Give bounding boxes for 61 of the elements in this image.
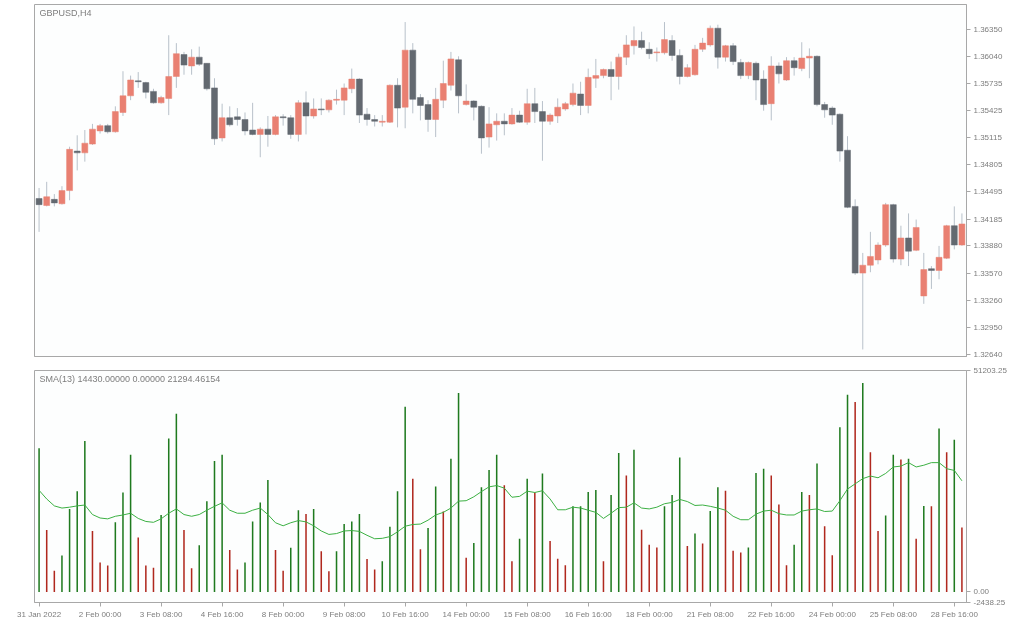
candlestick bbox=[180, 51, 188, 76]
candlestick bbox=[394, 77, 401, 128]
y-tick-label: -2438.25 bbox=[973, 598, 1006, 607]
candlestick bbox=[790, 56, 798, 77]
x-tick-label: 15 Feb 08:00 bbox=[503, 609, 552, 619]
candlestick bbox=[928, 265, 935, 290]
candlestick bbox=[783, 56, 790, 82]
y-tick-label: 1.36350 bbox=[973, 24, 1003, 34]
candlestick bbox=[577, 81, 584, 116]
candlestick bbox=[775, 61, 783, 84]
y-tick-label: 1.33880 bbox=[973, 241, 1003, 251]
x-tick-label: 3 Feb 08:00 bbox=[139, 609, 184, 619]
y-tick-label: 1.34185 bbox=[973, 214, 1003, 224]
x-tick-label: 22 Feb 16:00 bbox=[747, 609, 796, 619]
y-tick-label: 1.33570 bbox=[973, 268, 1003, 278]
chart-title: GBPUSD,H4 bbox=[39, 7, 92, 18]
candlestick bbox=[897, 225, 905, 266]
chart-title: SMA(13) 14430.00000 0.00000 21294.46154 bbox=[39, 373, 221, 384]
candlestick bbox=[523, 88, 531, 126]
y-tick-label: 1.35115 bbox=[973, 132, 1003, 142]
x-tick-label: 25 Feb 08:00 bbox=[869, 609, 918, 619]
candlestick bbox=[912, 219, 920, 252]
x-tick-label: 28 Feb 16:00 bbox=[930, 609, 979, 619]
candlestick bbox=[310, 97, 317, 120]
candlestick bbox=[257, 126, 264, 158]
x-tick-label: 2 Feb 00:00 bbox=[78, 609, 122, 619]
y-tick-label: 1.32950 bbox=[973, 323, 1003, 333]
line-series bbox=[38, 462, 963, 540]
x-tick-label: 14 Feb 00:00 bbox=[442, 609, 491, 619]
candlestick bbox=[501, 112, 508, 136]
candlestick bbox=[302, 90, 310, 135]
y-tick-label: 1.32640 bbox=[973, 350, 1003, 360]
y-tick-label: 1.36040 bbox=[973, 51, 1003, 61]
x-tick-label: 18 Feb 00:00 bbox=[625, 609, 674, 619]
candlestick bbox=[737, 58, 744, 80]
candlestick bbox=[43, 181, 50, 207]
candlestick bbox=[905, 212, 912, 267]
candlestick bbox=[729, 42, 737, 66]
x-tick-label: 10 Feb 16:00 bbox=[381, 609, 430, 619]
candlestick bbox=[218, 103, 226, 142]
candlestick bbox=[607, 61, 615, 101]
x-tick-label: 24 Feb 00:00 bbox=[808, 609, 857, 619]
x-tick-label: 16 Feb 16:00 bbox=[564, 609, 613, 619]
x-tick-label: 31 Jan 2022 bbox=[17, 609, 62, 619]
x-tick-label: 4 Feb 16:00 bbox=[200, 609, 245, 619]
candlestick bbox=[958, 212, 966, 247]
x-tick-label: 9 Feb 08:00 bbox=[322, 609, 367, 619]
y-tick-label: 1.33260 bbox=[973, 295, 1003, 305]
x-tick-label: 21 Feb 08:00 bbox=[686, 609, 735, 619]
x-tick-label: 8 Feb 00:00 bbox=[261, 609, 306, 619]
candlestick bbox=[35, 187, 43, 233]
candlestick bbox=[73, 134, 81, 171]
y-tick-label: 0.00 bbox=[973, 587, 990, 597]
y-tick-label: 1.34805 bbox=[973, 160, 1003, 170]
y-tick-label: 1.35735 bbox=[973, 78, 1003, 88]
y-tick-label: 1.34495 bbox=[973, 187, 1003, 197]
candlestick bbox=[264, 115, 272, 148]
candlestick bbox=[188, 48, 195, 76]
y-tick-label: 51203.25 bbox=[973, 366, 1008, 375]
candlestick bbox=[951, 205, 958, 250]
y-tick-label: 1.35425 bbox=[973, 105, 1003, 115]
